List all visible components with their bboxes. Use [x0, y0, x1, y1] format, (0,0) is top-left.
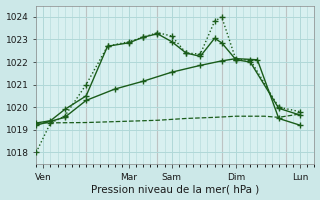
X-axis label: Pression niveau de la mer( hPa ): Pression niveau de la mer( hPa )	[91, 184, 260, 194]
